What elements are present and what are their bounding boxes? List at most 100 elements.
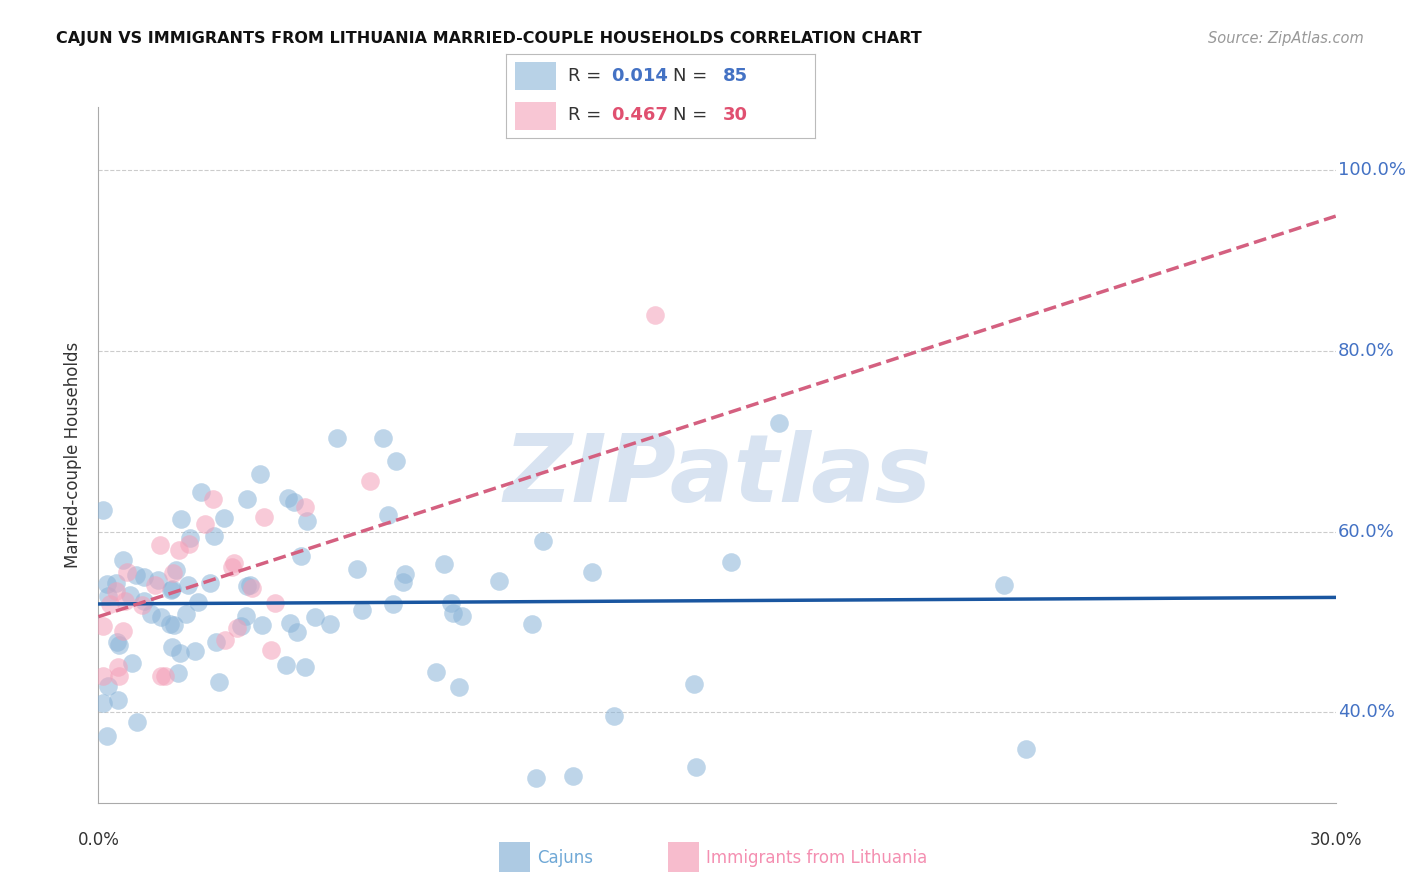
Point [373,431,395,445]
Point [204,634,226,648]
Point [117,566,139,580]
Point [294,500,316,515]
Point [91,619,114,633]
Text: Immigrants from Lithuania: Immigrants from Lithuania [706,849,927,867]
Point [240,581,263,595]
Point [208,675,231,690]
Point [260,642,283,657]
Point [150,610,173,624]
Point [283,494,305,508]
Point [602,709,624,723]
Point [394,567,416,582]
Point [318,616,340,631]
Point [993,578,1015,592]
Point [160,582,183,596]
Point [561,769,583,783]
Point [202,491,225,506]
Text: 30: 30 [723,106,748,124]
Text: ZIPatlas: ZIPatlas [503,430,931,522]
Point [169,646,191,660]
Text: 80.0%: 80.0% [1339,342,1395,360]
Point [1015,741,1038,756]
Point [451,609,474,624]
Point [107,635,129,649]
Point [278,615,301,630]
Point [581,565,603,579]
Point [166,666,188,681]
Point [249,467,271,482]
Point [440,596,463,610]
Point [352,603,374,617]
Point [214,633,236,648]
Point [198,575,221,590]
Point [377,508,399,522]
Point [107,638,129,652]
Text: 85: 85 [723,67,748,85]
Text: CAJUN VS IMMIGRANTS FROM LITHUANIA MARRIED-COUPLE HOUSEHOLDS CORRELATION CHART: CAJUN VS IMMIGRANTS FROM LITHUANIA MARRI… [56,31,922,46]
Point [522,617,544,632]
Point [177,537,200,551]
Point [132,569,155,583]
Point [149,669,172,683]
Point [104,576,127,591]
Point [162,566,184,581]
Point [294,660,316,674]
Point [384,453,406,467]
Point [190,485,212,500]
Point [107,660,129,674]
Point [118,588,141,602]
Point [131,598,153,612]
Point [276,657,298,672]
Point [391,574,413,589]
Y-axis label: Married-couple Households: Married-couple Households [65,342,83,568]
Point [226,621,249,635]
Point [253,510,276,524]
Point [239,578,262,592]
Point [285,624,308,639]
Point [179,531,201,545]
Text: 60.0%: 60.0% [1339,523,1395,541]
Point [682,677,704,691]
Point [121,656,143,670]
Text: 40.0%: 40.0% [1339,704,1395,722]
Point [433,557,456,571]
Point [91,696,114,710]
Point [295,515,318,529]
Point [531,534,554,549]
Point [97,590,120,604]
Point [114,593,136,607]
Point [167,543,190,558]
Point [194,516,217,531]
Point [170,511,193,525]
Point [229,618,252,632]
Point [124,568,146,582]
Point [96,729,118,743]
Point [264,596,287,610]
Point [235,608,257,623]
Text: 0.0%: 0.0% [77,830,120,848]
Point [159,617,181,632]
Point [441,606,464,620]
Point [202,528,225,542]
Point [290,549,312,563]
Text: R =: R = [568,106,607,124]
Point [184,644,207,658]
Text: 0.014: 0.014 [612,67,668,85]
Point [96,679,118,693]
Point [177,578,200,592]
Point [425,665,447,680]
Point [685,759,707,773]
Point [346,561,368,575]
Point [91,669,114,683]
Point [304,610,326,624]
Point [488,574,510,588]
Point [174,607,197,622]
Point [96,576,118,591]
Point [105,583,128,598]
Text: 100.0%: 100.0% [1339,161,1406,179]
Text: N =: N = [673,67,713,85]
Point [159,582,181,597]
Text: 0.467: 0.467 [612,106,668,124]
Point [720,555,742,569]
FancyBboxPatch shape [516,102,555,130]
